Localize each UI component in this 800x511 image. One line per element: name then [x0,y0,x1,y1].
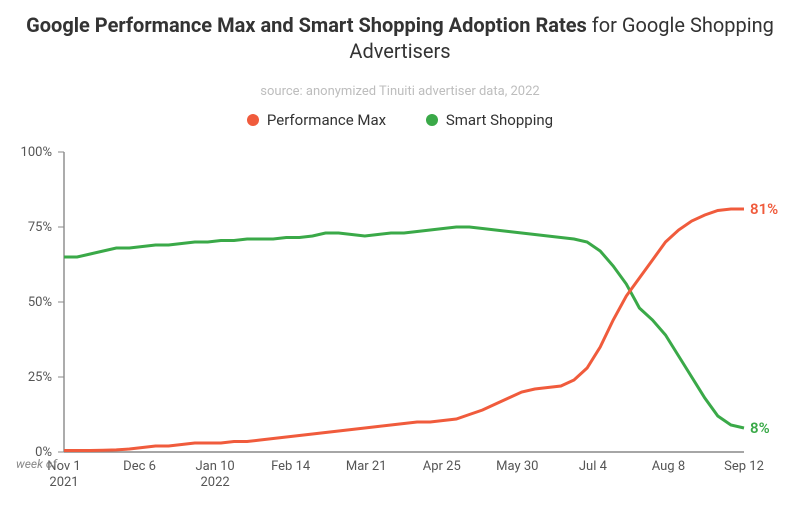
end-label-pmax: 81% [750,200,778,218]
x-axis-note: week of [16,457,58,471]
svg-text:2021: 2021 [49,475,78,490]
title-bold: Google Performance Max and Smart Shoppin… [26,13,587,37]
source-line: source: anonymized Tinuiti advertiser da… [0,84,800,99]
svg-text:Aug 8: Aug 8 [652,459,685,474]
svg-text:2022: 2022 [200,475,229,490]
svg-text:75%: 75% [28,220,52,235]
legend-item-pmax: Performance Max [247,111,386,129]
svg-text:Apr 25: Apr 25 [423,459,461,474]
svg-text:50%: 50% [28,295,52,310]
chart-title: Google Performance Max and Smart Shoppin… [0,0,800,64]
svg-text:Sep 12: Sep 12 [724,459,764,474]
svg-text:25%: 25% [28,370,52,385]
legend-label-smart: Smart Shopping [446,111,553,129]
svg-text:Jul 4: Jul 4 [579,459,608,474]
legend-item-smart: Smart Shopping [426,111,553,129]
plot-area: 0%25%50%75%100% Nov 12021Dec 6Jan 102022… [64,152,764,472]
svg-text:Dec 6: Dec 6 [123,459,156,474]
svg-text:Feb 14: Feb 14 [271,459,311,474]
series-smart-shopping [64,227,744,428]
svg-text:May 30: May 30 [496,459,538,474]
legend-label-pmax: Performance Max [267,111,386,129]
chart-container: Google Performance Max and Smart Shoppin… [0,0,800,511]
x-axis: Nov 12021Dec 6Jan 102022Feb 14Mar 21Apr … [47,459,764,490]
svg-text:Jan 10: Jan 10 [195,459,234,474]
end-label-smart: 8% [750,419,770,437]
legend-dot-pmax [247,114,259,126]
legend: Performance Max Smart Shopping [0,111,800,130]
legend-dot-smart [426,114,438,126]
svg-text:100%: 100% [21,145,52,160]
chart-svg: 0%25%50%75%100% Nov 12021Dec 6Jan 102022… [64,152,764,472]
y-axis: 0%25%50%75%100% [21,145,64,460]
svg-text:Mar 21: Mar 21 [346,459,387,474]
